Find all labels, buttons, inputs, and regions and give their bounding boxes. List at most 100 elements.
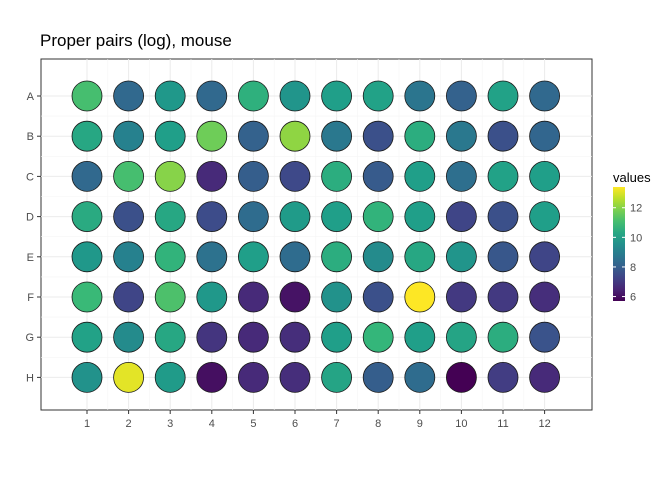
well-B11: [487, 120, 519, 152]
well-G7: [321, 321, 353, 353]
well-H1: [71, 361, 103, 393]
well-F8: [362, 281, 394, 313]
well-D8: [362, 201, 394, 233]
well-F6: [279, 281, 311, 313]
well-A2: [113, 80, 145, 112]
well-H11: [487, 361, 519, 393]
well-C2: [113, 160, 145, 192]
legend-tick-label: 8: [630, 262, 636, 274]
well-A10: [445, 80, 477, 112]
well-F11: [487, 281, 519, 313]
well-A1: [71, 80, 103, 112]
well-H12: [529, 361, 560, 393]
x-tick-label: 4: [209, 418, 215, 430]
well-D5: [237, 201, 269, 233]
well-B8: [362, 120, 394, 152]
well-C11: [487, 160, 519, 192]
well-E2: [113, 241, 145, 273]
well-G9: [404, 321, 436, 353]
well-G11: [487, 321, 519, 353]
well-E3: [154, 241, 186, 273]
x-axis: 1 2 3 4 5 6 7 8 9 10 11 12: [84, 410, 551, 430]
well-G2: [113, 321, 145, 353]
well-B3: [154, 120, 186, 152]
x-tick-label: 3: [167, 418, 173, 430]
well-E10: [445, 241, 477, 273]
legend-title: values: [613, 170, 651, 185]
well-H6: [279, 361, 311, 393]
well-H7: [321, 361, 353, 393]
well-F3: [154, 281, 186, 313]
well-E5: [237, 241, 269, 273]
well-F10: [445, 281, 477, 313]
well-G10: [445, 321, 477, 353]
well-C7: [321, 160, 353, 192]
x-tick-label: 8: [375, 418, 381, 430]
y-tick-label: C: [26, 171, 34, 183]
well-E4: [196, 241, 228, 273]
well-B4: [196, 120, 228, 152]
well-C1: [71, 160, 103, 192]
well-D10: [445, 201, 477, 233]
x-tick-label: 7: [334, 418, 340, 430]
well-B9: [404, 120, 436, 152]
well-G5: [237, 321, 269, 353]
x-tick-label: 5: [250, 418, 256, 430]
well-E12: [529, 241, 560, 273]
well-H2: [113, 361, 145, 393]
well-B6: [279, 120, 311, 152]
y-tick-label: F: [27, 292, 34, 304]
well-C9: [404, 160, 436, 192]
well-D11: [487, 201, 519, 233]
well-F4: [196, 281, 228, 313]
y-tick-label: B: [27, 131, 34, 143]
well-C12: [529, 160, 560, 192]
well-G3: [154, 321, 186, 353]
well-E1: [71, 241, 103, 273]
well-C6: [279, 160, 311, 192]
well-C10: [445, 160, 477, 192]
well-A11: [487, 80, 519, 112]
y-axis: A B C D E F G H: [25, 91, 41, 384]
legend-tick-label: 12: [630, 203, 642, 215]
well-G12: [529, 321, 560, 353]
x-tick-label: 2: [126, 418, 132, 430]
well-B5: [237, 120, 269, 152]
well-G1: [71, 321, 103, 353]
well-C8: [362, 160, 394, 192]
y-tick-label: H: [26, 372, 34, 384]
well-F2: [113, 281, 145, 313]
well-G8: [362, 321, 394, 353]
well-E8: [362, 241, 394, 273]
well-H5: [237, 361, 269, 393]
well-C3: [154, 160, 186, 192]
well-F12: [529, 281, 560, 313]
well-G6: [279, 321, 311, 353]
well-A7: [321, 80, 353, 112]
well-D3: [154, 201, 186, 233]
well-A8: [362, 80, 394, 112]
well-E9: [404, 241, 436, 273]
chart-title: Proper pairs (log), mouse: [40, 31, 232, 50]
well-F7: [321, 281, 353, 313]
well-B12: [529, 120, 560, 152]
legend-tick-label: 10: [630, 232, 642, 244]
well-E11: [487, 241, 519, 273]
colorbar: [613, 187, 625, 301]
well-D2: [113, 201, 145, 233]
well-D7: [321, 201, 353, 233]
well-H8: [362, 361, 394, 393]
well-B1: [71, 120, 103, 152]
well-D9: [404, 201, 436, 233]
x-tick-label: 11: [497, 418, 508, 430]
well-A6: [279, 80, 311, 112]
well-F9: [404, 281, 436, 313]
well-E6: [279, 241, 311, 273]
well-G4: [196, 321, 228, 353]
legend-ticks: 6 8 10 12: [613, 203, 642, 304]
well-H9: [404, 361, 436, 393]
y-tick-label: D: [26, 212, 34, 224]
well-B2: [113, 120, 145, 152]
x-tick-label: 9: [417, 418, 423, 430]
well-F1: [71, 281, 103, 313]
